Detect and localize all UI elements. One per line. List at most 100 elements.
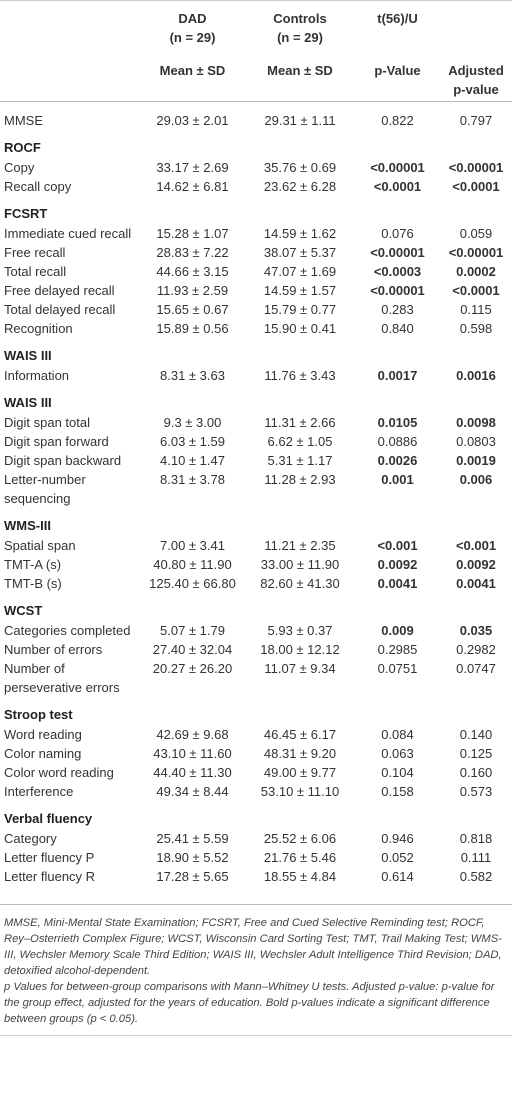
column-stat: Mean ± SD: [267, 63, 333, 78]
p-value: 0.822: [381, 113, 414, 128]
row-label: Spatial span: [4, 538, 76, 553]
results-table: DAD (n = 29) Controls (n = 29) t(56)/U Mea…: [0, 0, 512, 884]
p-value: <0.0003: [373, 264, 422, 279]
row-label: Total delayed recall: [4, 302, 116, 317]
data-row: Digit span forward 6.03 ± 1.59 6.62 ± 1.05…: [0, 432, 512, 451]
p-value: 0.158: [381, 784, 414, 799]
dad-value: 7.00 ± 3.41: [160, 538, 225, 553]
footnote: p Values for between-group comparisons w…: [4, 981, 495, 1025]
data-row: Free delayed recall 11.93 ± 2.59 14.59 ± 1…: [0, 281, 512, 300]
dad-value: 17.28 ± 5.65: [156, 869, 229, 884]
section-row: Verbal fluency: [0, 801, 512, 829]
row-label: Categories completed: [4, 623, 131, 638]
dad-value: 15.28 ± 1.07: [156, 226, 229, 241]
controls-value: 33.00 ± 11.90: [260, 557, 340, 572]
controls-value: 11.76 ± 3.43: [264, 368, 336, 383]
data-row: Letter-number sequencing 8.31 ± 3.78 11.28…: [0, 470, 512, 508]
data-row: TMT-A (s) 40.80 ± 11.90 33.00 ± 11.90 0.009…: [0, 555, 512, 574]
controls-value: 11.07 ± 9.34: [264, 661, 336, 676]
p-value: 0.052: [381, 850, 414, 865]
dad-value: 18.90 ± 5.52: [156, 850, 229, 865]
controls-value: 49.00 ± 9.77: [263, 765, 337, 780]
data-row: Information 8.31 ± 3.63 11.76 ± 3.43 0.0017…: [0, 366, 512, 385]
dad-value: 14.62 ± 6.81: [156, 179, 229, 194]
dad-value: 43.10 ± 11.60: [153, 746, 232, 761]
section-row: WAIS III: [0, 385, 512, 413]
header-cell: Controls (n = 29): [245, 1, 355, 56]
table-section: WAIS III Information 8.31 ± 3.63 11.76 ± 3.…: [0, 338, 512, 385]
controls-value: 15.90 ± 0.41: [263, 321, 337, 336]
section-title: ROCF: [4, 140, 41, 155]
controls-value: 47.07 ± 1.69: [263, 264, 337, 279]
data-row: Recall copy 14.62 ± 6.81 23.62 ± 6.28 <0.00…: [0, 177, 512, 196]
adjusted-p-value: 0.598: [459, 321, 493, 336]
column-title: t(56)/U: [377, 11, 418, 26]
section-title: FCSRT: [4, 206, 48, 221]
p-value: 0.946: [381, 831, 414, 846]
adjusted-p-value: <0.00001: [448, 160, 504, 175]
data-row: Digit span backward 4.10 ± 1.47 5.31 ± 1.1…: [0, 451, 512, 470]
controls-value: 5.93 ± 0.37: [267, 623, 333, 638]
dad-value: 15.65 ± 0.67: [156, 302, 229, 317]
adjusted-p-value: 0.059: [459, 226, 493, 241]
data-row: Total recall 44.66 ± 3.15 47.07 ± 1.69 <0.0…: [0, 262, 512, 281]
column-sub: (n = 29): [169, 30, 216, 45]
dad-value: 27.40 ± 32.04: [152, 642, 233, 657]
p-value: 0.2985: [377, 642, 418, 657]
row-label: Information: [4, 368, 70, 383]
dad-value: 8.31 ± 3.63: [160, 368, 225, 383]
data-row: Digit span total 9.3 ± 3.00 11.31 ± 2.66 0.…: [0, 413, 512, 432]
controls-value: 46.45 ± 6.17: [263, 727, 337, 742]
data-row: MMSE 29.03 ± 2.01 29.31 ± 1.11 0.822 0.797: [0, 102, 512, 131]
dad-value: 33.17 ± 2.69: [156, 160, 229, 175]
footnotes: MMSE, Mini-Mental State Examination; FCS…: [0, 904, 512, 1036]
dad-value: 44.66 ± 3.15: [156, 264, 229, 279]
controls-value: 15.79 ± 0.77: [263, 302, 337, 317]
row-label: Letter fluency P: [4, 850, 95, 865]
controls-value: 29.31 ± 1.11: [264, 113, 336, 128]
dad-value: 125.40 ± 66.80: [149, 576, 236, 591]
row-label: TMT-B (s): [4, 576, 62, 591]
row-label: MMSE: [4, 113, 43, 128]
p-value: <0.00001: [370, 245, 425, 260]
data-row: Immediate cued recall 15.28 ± 1.07 14.59 ±…: [0, 224, 512, 243]
data-row: Categories completed 5.07 ± 1.79 5.93 ± 0.…: [0, 621, 512, 640]
data-row: Color naming 43.10 ± 11.60 48.31 ± 9.20 0.0…: [0, 744, 512, 763]
table-section: WAIS III Digit span total 9.3 ± 3.00 11.31 …: [0, 385, 512, 508]
column-stat: p-Value: [374, 63, 421, 78]
adjusted-p-value: 0.2982: [456, 642, 496, 657]
dad-value: 5.07 ± 1.79: [160, 623, 225, 638]
adjusted-p-value: 0.797: [459, 113, 493, 128]
p-value: 0.0105: [377, 415, 418, 430]
controls-value: 14.59 ± 1.57: [263, 283, 337, 298]
adjusted-p-value: 0.140: [459, 727, 493, 742]
header-row: DAD (n = 29) Controls (n = 29) t(56)/U: [0, 0, 512, 56]
row-label: Number of perseverative errors: [4, 661, 120, 695]
p-value: 0.840: [381, 321, 414, 336]
section-title: WAIS III: [4, 395, 52, 410]
adjusted-p-value: 0.582: [459, 869, 493, 884]
section-row: ROCF: [0, 130, 512, 158]
row-label: Digit span backward: [4, 453, 122, 468]
row-label: Digit span total: [4, 415, 90, 430]
controls-value: 23.62 ± 6.28: [263, 179, 337, 194]
data-row: Letter fluency P 18.90 ± 5.52 21.76 ± 5.46…: [0, 848, 512, 867]
header-cell: [440, 1, 512, 56]
data-row: Number of perseverative errors 20.27 ± 26…: [0, 659, 512, 697]
section-row: WMS-III: [0, 508, 512, 536]
table-section: WMS-III Spatial span 7.00 ± 3.41 11.21 ± 2.…: [0, 508, 512, 593]
p-value: 0.0092: [377, 557, 418, 572]
row-label: Total recall: [4, 264, 67, 279]
adjusted-p-value: 0.035: [459, 623, 493, 638]
section-row: Stroop test: [0, 697, 512, 725]
row-label: Copy: [4, 160, 35, 175]
adjusted-p-value: 0.006: [459, 472, 493, 487]
data-row: Interference 49.34 ± 8.44 53.10 ± 11.10 0.1…: [0, 782, 512, 801]
controls-value: 14.59 ± 1.62: [263, 226, 337, 241]
row-label: Category: [4, 831, 57, 846]
dad-value: 40.80 ± 11.90: [153, 557, 232, 572]
header-cell: [0, 1, 140, 56]
p-value: <0.00001: [370, 160, 425, 175]
column-stat: Mean ± SD: [159, 63, 226, 78]
data-row: Word reading 42.69 ± 9.68 46.45 ± 6.17 0.08…: [0, 725, 512, 744]
